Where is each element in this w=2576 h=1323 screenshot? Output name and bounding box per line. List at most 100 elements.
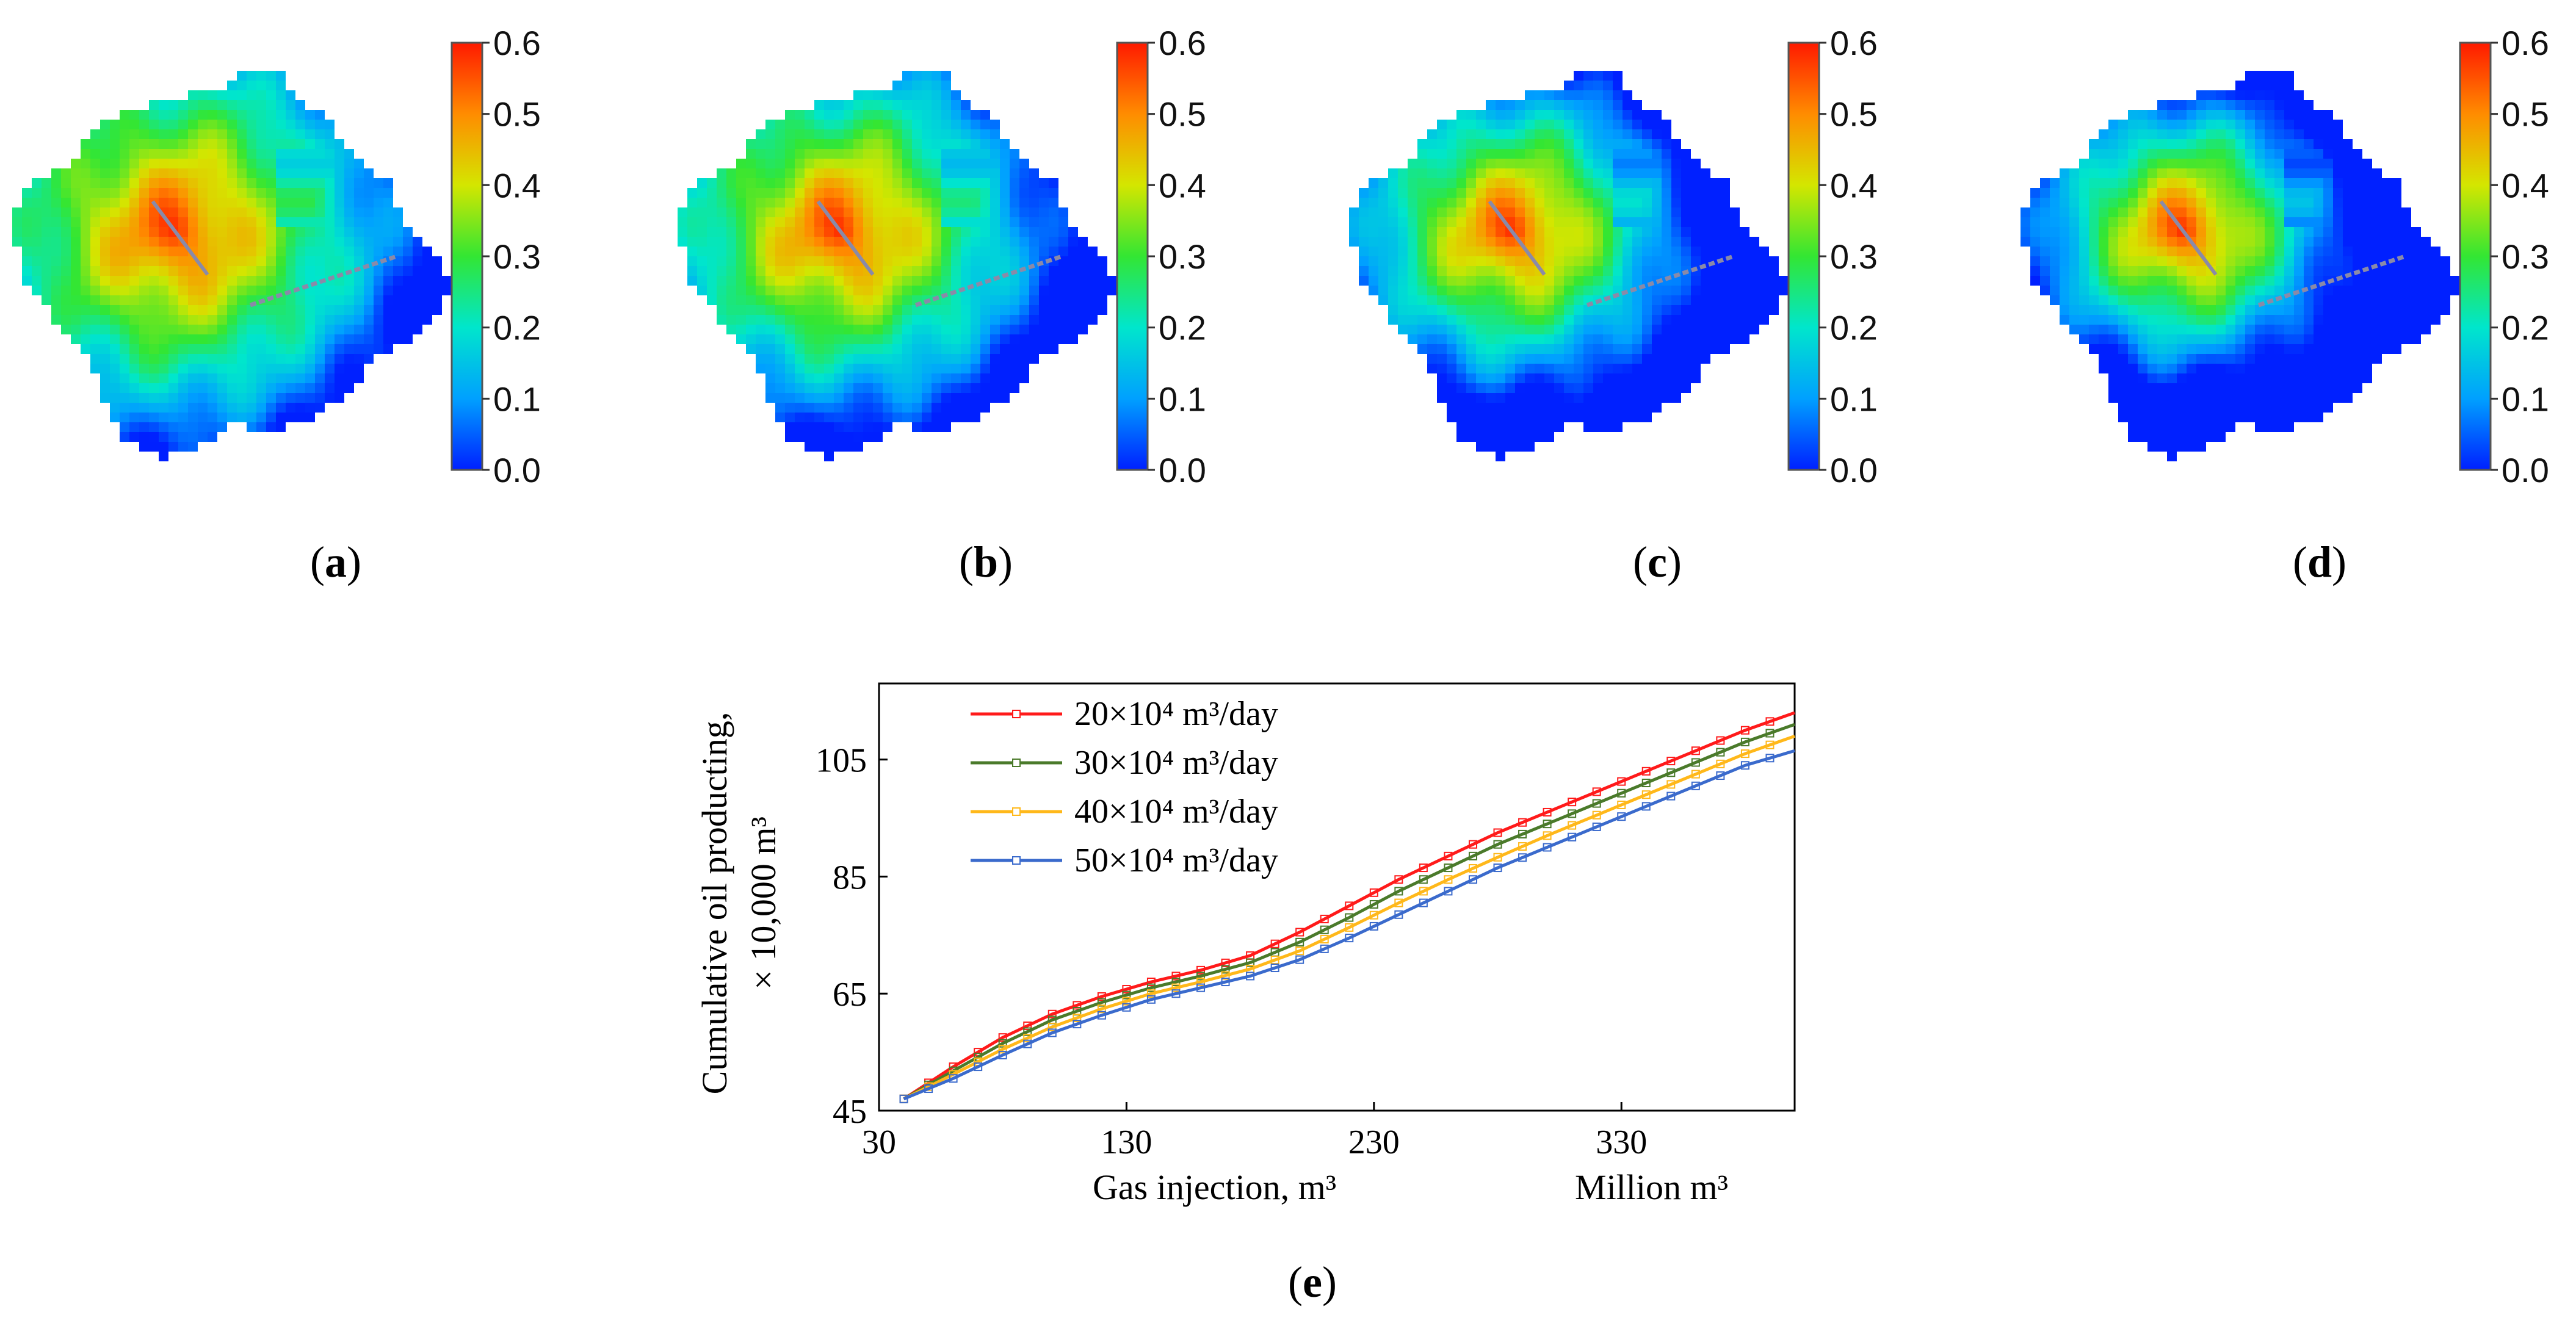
- series-marker: [1320, 925, 1329, 934]
- series-line: [903, 711, 1795, 1100]
- series-marker: [1568, 798, 1577, 807]
- series-marker: [1617, 788, 1626, 798]
- series-marker: [1394, 875, 1403, 884]
- x-axis-label: Gas injection, m³: [1093, 1167, 1336, 1207]
- series-marker: [1444, 851, 1453, 860]
- x-tick-label: 330: [1596, 1123, 1647, 1161]
- panel-d: 0.6 0.5 0.4 0.3 0.2 0.1 0.0: [2021, 24, 2576, 500]
- series-marker: [1122, 997, 1131, 1006]
- series-marker: [1543, 807, 1552, 817]
- series-marker: [1592, 799, 1601, 808]
- colorbar-tick-label: 0.0: [2502, 451, 2549, 489]
- series-marker: [1221, 965, 1230, 974]
- caption-a: (a): [310, 538, 361, 586]
- series-marker: [1740, 749, 1749, 759]
- series-marker: [1023, 1039, 1032, 1048]
- series-marker: [1765, 740, 1775, 749]
- x-tick-label: 230: [1348, 1123, 1400, 1161]
- series-marker: [1171, 978, 1181, 987]
- series-marker: [1617, 812, 1626, 821]
- series-marker: [1369, 910, 1378, 920]
- series-marker: [1394, 887, 1403, 896]
- colorbar-tick-label: 0.4: [493, 166, 541, 204]
- y-tick-label: 105: [816, 742, 867, 780]
- series-marker: [1568, 832, 1577, 842]
- legend: 20×10⁴ m³/day 30×10⁴ m³/day 40×10⁴ m³/day 5…: [971, 695, 1278, 879]
- saturation-map: [12, 71, 452, 461]
- series-marker: [1270, 939, 1279, 948]
- well-trajectory: [816, 200, 875, 276]
- map-cells: [1349, 71, 1789, 461]
- series-marker: [1196, 965, 1206, 975]
- well-trajectory: [151, 200, 209, 276]
- x-tick-label: 30: [862, 1123, 896, 1161]
- legend-marker: [1012, 710, 1021, 718]
- colorbar-tick-label: 0.3: [493, 237, 541, 276]
- series-marker: [1320, 935, 1329, 944]
- series-marker: [1146, 983, 1156, 992]
- series-marker: [1419, 898, 1428, 907]
- series-marker: [1493, 828, 1502, 837]
- series-marker: [1295, 955, 1304, 964]
- series-marker: [1047, 1022, 1057, 1031]
- series-marker: [1369, 899, 1378, 909]
- series-marker: [998, 1050, 1007, 1059]
- series-marker: [1543, 831, 1552, 840]
- series-marker: [1047, 1009, 1057, 1018]
- series-marker: [1221, 958, 1230, 967]
- series-line: [903, 723, 1795, 1100]
- series-marker: [1765, 754, 1775, 763]
- series-marker: [1394, 898, 1403, 907]
- legend-label: 40×10⁴ m³/day: [1074, 793, 1278, 831]
- y-tick-label: 85: [833, 859, 867, 896]
- series-marker: [1146, 995, 1156, 1004]
- series-marker: [1097, 1004, 1106, 1014]
- series-marker: [1765, 717, 1775, 726]
- colorbar-tick-label: 0.6: [2502, 24, 2549, 62]
- caption-c: (c): [1633, 538, 1682, 586]
- series-marker: [1171, 972, 1181, 981]
- colorbar-tick-label: 0.1: [1830, 380, 1878, 418]
- colorbar: 0.6 0.5 0.4 0.3 0.2 0.1 0.0: [1116, 24, 1206, 489]
- series-marker: [1345, 934, 1354, 943]
- colorbar-tick-label: 0.3: [2502, 237, 2549, 276]
- series-marker: [1691, 746, 1700, 755]
- series-marker: [1023, 1021, 1032, 1030]
- series-marker: [1345, 901, 1354, 910]
- colorbar-tick-label: 0.6: [493, 24, 541, 62]
- y-tick-label: 45: [833, 1093, 867, 1131]
- series-marker: [1740, 737, 1749, 746]
- series-marker: [1568, 809, 1577, 818]
- series-marker: [1716, 759, 1725, 768]
- series-marker: [998, 1039, 1007, 1048]
- series-marker: [1543, 820, 1552, 829]
- colorbar-tick-label: 0.3: [1830, 237, 1878, 276]
- series-marker: [1493, 840, 1502, 849]
- series-marker: [1122, 990, 1131, 1000]
- colorbar-tick-label: 0.5: [1830, 95, 1878, 134]
- series-marker: [1023, 1027, 1032, 1036]
- series-marker: [924, 1084, 933, 1094]
- legend-marker: [1012, 856, 1021, 865]
- series-marker: [1641, 802, 1651, 811]
- colorbar-tick-label: 0.5: [493, 95, 541, 134]
- series-marker: [1097, 992, 1106, 1001]
- map-cells: [2021, 71, 2460, 461]
- series-marker: [1468, 864, 1477, 873]
- colorbar-tick-label: 0.0: [493, 451, 541, 489]
- series-marker: [1493, 863, 1502, 873]
- colorbar: 0.6 0.5 0.4 0.3 0.2 0.1 0.0: [1787, 24, 1878, 489]
- series-marker: [1493, 853, 1502, 862]
- series-marker: [1171, 983, 1181, 992]
- series-marker: [1666, 757, 1676, 766]
- colorbar-tick-label: 0.4: [1830, 166, 1878, 204]
- legend-label: 50×10⁴ m³/day: [1074, 842, 1278, 879]
- series-marker: [1740, 726, 1749, 735]
- series-marker: [1568, 821, 1577, 830]
- series-line: [903, 734, 1795, 1101]
- series-marker: [1345, 913, 1354, 922]
- series-marker: [1047, 1028, 1057, 1037]
- series-marker: [1369, 888, 1378, 897]
- saturation-map: [678, 71, 1117, 461]
- series-marker: [1073, 1014, 1082, 1023]
